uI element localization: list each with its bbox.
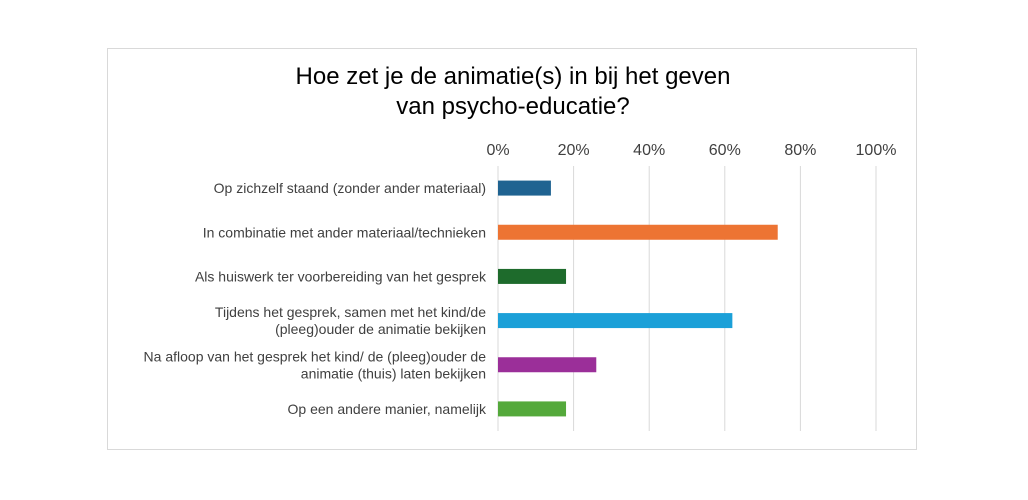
x-tick-label-5: 100% [856,142,897,159]
category-label-0-0: Op zichzelf staand (zonder ander materia… [214,180,486,196]
bar-4 [498,357,597,373]
bar-3 [498,313,733,329]
category-label-4-1: animatie (thuis) laten bekijken [301,365,486,381]
category-label-1-0: In combinatie met ander materiaal/techni… [203,224,486,240]
category-label-3-1: (pleeg)ouder de animatie bekijken [275,321,486,337]
bar-2 [498,268,567,284]
x-tick-label-4: 80% [784,142,816,159]
chart-title-line-1: Hoe zet je de animatie(s) in bij het gev… [295,63,731,90]
bar-1 [498,224,778,240]
bars [498,180,778,417]
chart-title-line-2: van psycho-educatie? [396,93,630,120]
category-labels: Op zichzelf staand (zonder ander materia… [144,180,487,417]
gridlines [497,166,877,431]
x-axis-ticks: 0% 20% 40% 60% 80% 100% [486,142,896,159]
chart-title: Hoe zet je de animatie(s) in bij het gev… [108,62,918,122]
x-tick-label-3: 60% [709,142,741,159]
category-label-3-0: Tijdens het gesprek, samen met het kind/… [215,304,486,320]
x-tick-label-0: 0% [486,142,509,159]
category-label-2-0: Als huiswerk ter voorbereiding van het g… [195,268,487,284]
chart-frame: Hoe zet je de animatie(s) in bij het gev… [107,48,917,450]
bar-5 [498,401,567,417]
category-label-4-0: Na afloop van het gesprek het kind/ de (… [144,348,487,364]
bar-chart-plot: 0% 20% 40% 60% 80% 100% Op zichzelf staand (z… [144,142,896,431]
x-tick-label-1: 20% [558,142,590,159]
category-label-5-0: Op een andere manier, namelijk [288,401,487,417]
x-tick-label-2: 40% [633,142,665,159]
bar-0 [498,180,551,196]
